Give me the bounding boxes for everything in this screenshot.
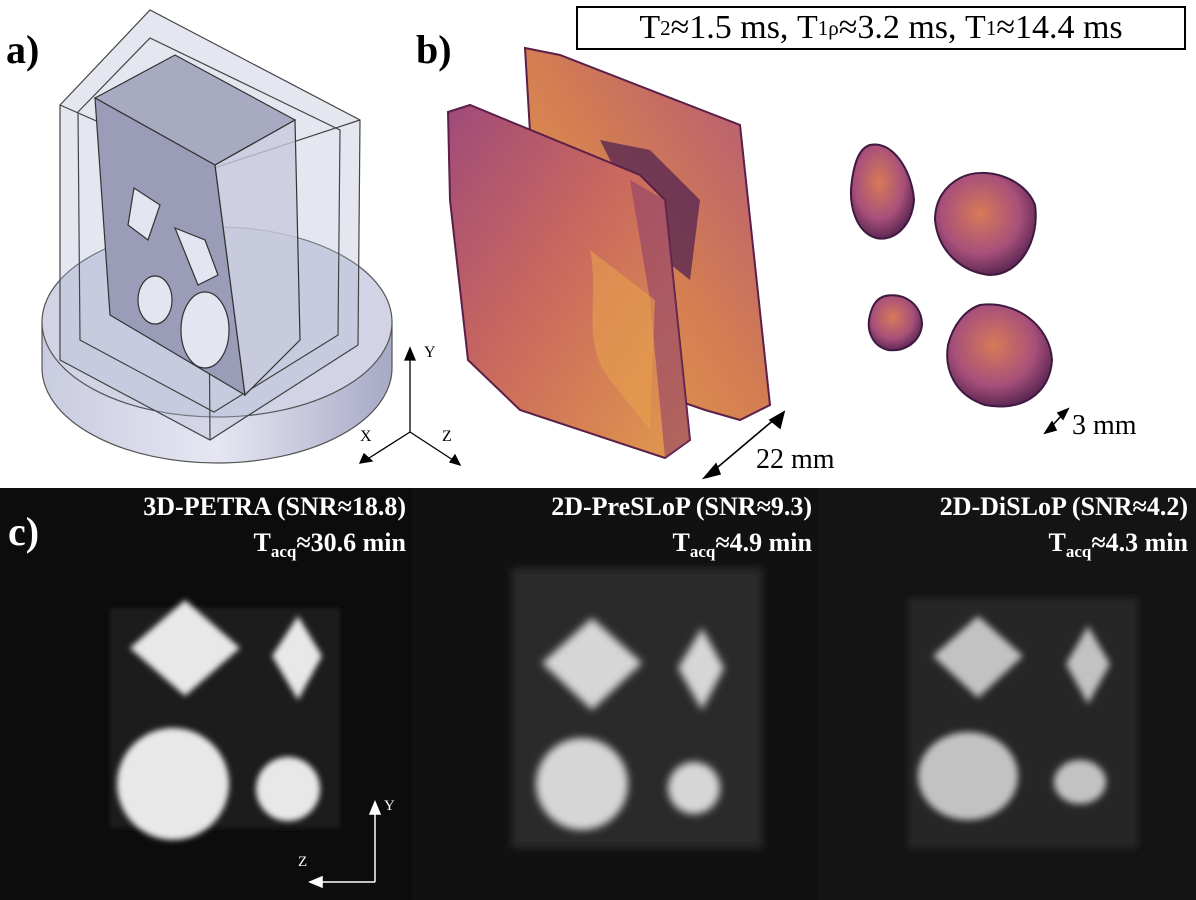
axis-label-z-a: Z xyxy=(442,428,452,445)
scale-arrows xyxy=(701,407,1070,480)
mri-tacq-dislop: Tacq≈4.3 min xyxy=(1049,528,1188,562)
axis-label-y-c: Y xyxy=(384,798,395,814)
mri-title-dislop: 2D-DiSLoP (SNR≈4.2) xyxy=(939,492,1188,521)
t2-symbol: T xyxy=(639,9,661,46)
axes-triad-a xyxy=(358,346,462,467)
tacq-symbol: T xyxy=(1048,528,1066,557)
tacq-subscript: acq xyxy=(270,542,297,561)
relaxation-times-box: T 2 ≈1.5 ms, T 1ρ ≈3.2 ms, T 1 ≈14.4 ms xyxy=(576,6,1186,50)
tacq-subscript: acq xyxy=(1065,542,1092,561)
tacq-symbol: T xyxy=(253,528,271,557)
mri-panel-dislop: 2D-DiSLoP (SNR≈4.2) Tacq≈4.3 min xyxy=(818,488,1196,900)
render-3d-drawing xyxy=(446,46,1070,480)
panel-label-a: a) xyxy=(6,27,40,72)
panel-label-b: b) xyxy=(416,27,452,72)
t1-subscript: 1 xyxy=(985,15,997,40)
tacq-subscript: acq xyxy=(689,542,716,561)
mri-image-petra xyxy=(0,488,412,900)
mri-title-preslop: 2D-PreSLoP (SNR≈9.3) xyxy=(551,492,812,521)
scale-label-3mm: 3 mm xyxy=(1072,410,1137,441)
t1-symbol: T xyxy=(965,9,986,46)
tacq-value: ≈4.9 min xyxy=(715,528,812,557)
tacq-value: ≈30.6 min xyxy=(296,528,406,557)
t1rho-symbol: T xyxy=(796,9,818,46)
mri-tacq-preslop: Tacq≈4.9 min xyxy=(673,528,812,562)
render-front-plate xyxy=(446,103,692,460)
phantom-cad-drawing xyxy=(41,9,462,467)
t2-subscript: 2 xyxy=(660,15,671,40)
tacq-value: ≈4.3 min xyxy=(1091,528,1188,557)
axis-label-x-a: X xyxy=(360,428,372,445)
mri-panel-petra: 3D-PETRA (SNR≈18.8) Tacq≈30.6 min Y Z xyxy=(0,488,412,900)
tacq-symbol: T xyxy=(672,528,690,557)
t1rho-subscript: 1ρ xyxy=(817,15,839,40)
axis-label-y-a: Y xyxy=(424,344,436,361)
render-blobs xyxy=(850,143,1054,408)
t1rho-value: ≈3.2 ms, xyxy=(838,9,966,46)
panel-label-c: c) xyxy=(8,509,40,554)
mri-image-preslop xyxy=(412,488,818,900)
axis-label-z-c: Z xyxy=(298,854,308,870)
mri-tacq-petra: Tacq≈30.6 min xyxy=(254,528,406,562)
t2-value: ≈1.5 ms, xyxy=(670,9,797,46)
mri-title-petra: 3D-PETRA (SNR≈18.8) xyxy=(143,492,406,521)
inner-slab xyxy=(93,54,301,397)
scale-label-22mm: 22 mm xyxy=(756,444,835,475)
mri-panel-preslop: 2D-PreSLoP (SNR≈9.3) Tacq≈4.9 min xyxy=(412,488,818,900)
t1-value: ≈14.4 ms xyxy=(996,9,1123,46)
mri-image-dislop xyxy=(818,488,1196,900)
